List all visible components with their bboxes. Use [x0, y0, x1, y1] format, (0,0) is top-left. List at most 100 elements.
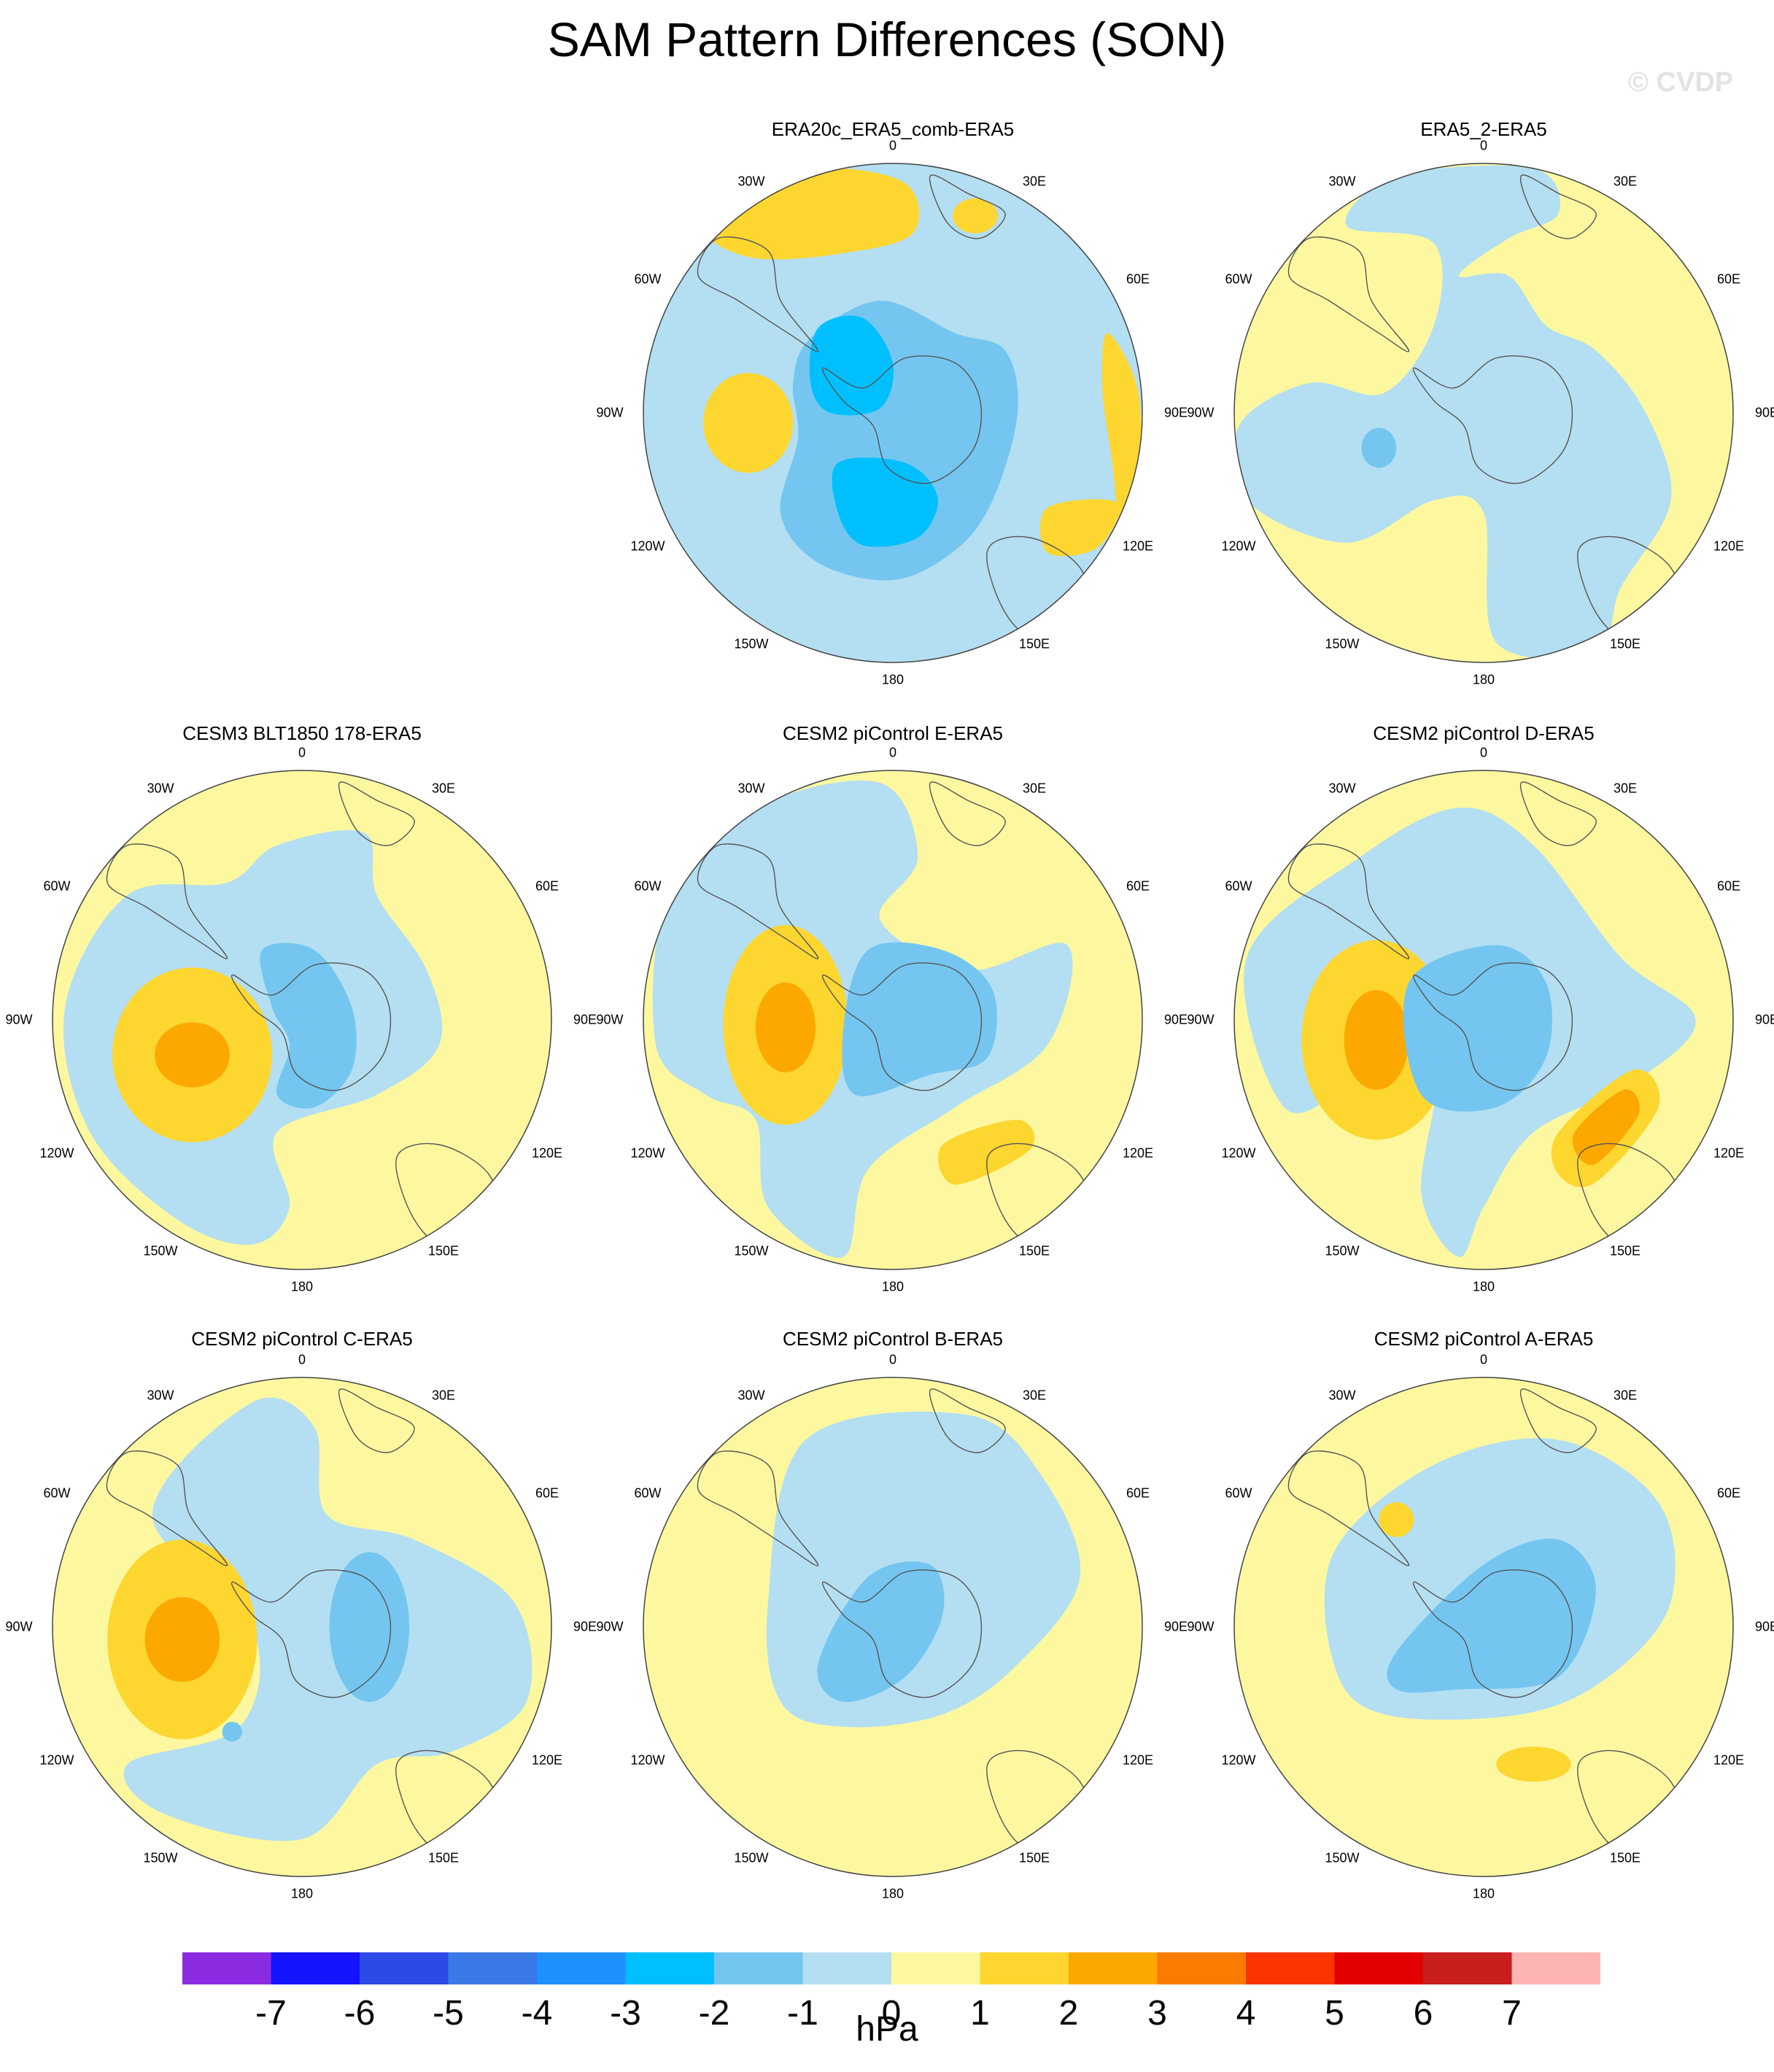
contour-region-5	[1496, 1747, 1571, 1782]
longitude-label: 150W	[734, 1850, 769, 1866]
figure-title: SAM Pattern Differences (SON)	[547, 12, 1227, 66]
colorbar-tick-label: 3	[1147, 1994, 1167, 2033]
longitude-label: 60E	[1716, 1485, 1740, 1501]
colorbar-swatch	[1157, 1952, 1246, 1984]
map-border-8	[1233, 1377, 1734, 1877]
longitude-label: 60W	[43, 1485, 71, 1501]
colorbar-tick-label: -6	[344, 1994, 376, 2033]
contour-region-5	[953, 198, 998, 233]
longitude-label: 0	[888, 138, 897, 153]
longitude-label: 120W	[630, 1752, 665, 1768]
south-america-coastline	[106, 1450, 228, 1566]
longitude-label: 150E	[427, 1850, 459, 1866]
colorbar-swatch	[448, 1952, 537, 1984]
longitude-label: 30E	[1613, 781, 1637, 796]
longitude-label: 90E	[573, 1619, 597, 1634]
longitude-label: 90W	[5, 1619, 33, 1634]
longitude-label: 60E	[1716, 271, 1740, 287]
longitude-label: 0	[1479, 1352, 1488, 1367]
colorbar-swatch	[182, 1952, 271, 1984]
longitude-label: 150W	[734, 636, 769, 652]
watermark-text: © CVDP	[1628, 67, 1734, 98]
longitude-label: 0	[1479, 138, 1488, 153]
longitude-label: 180	[290, 1886, 314, 1901]
longitude-label: 90E	[1754, 405, 1774, 420]
contour-region-7	[1403, 945, 1553, 1112]
longitude-label: 0	[888, 745, 897, 760]
panel-title: CESM3 BLT1850 178-ERA5	[182, 722, 422, 744]
antarctica-coastline	[821, 1569, 983, 1698]
colorbar-tick-label: 7	[1502, 1994, 1522, 2033]
map-panel-2	[1234, 163, 1733, 662]
contour-region-2	[123, 1397, 532, 1841]
contour-region-4	[755, 982, 816, 1072]
longitude-label: 0	[888, 1352, 897, 1367]
longitude-label: 90W	[596, 405, 624, 420]
contour-region-4	[1379, 1502, 1414, 1537]
longitude-label: 120E	[1122, 1145, 1153, 1161]
panel-title: CESM2 piControl A-ERA5	[1374, 1328, 1594, 1350]
antarctica-coastline	[1412, 355, 1573, 484]
colorbar-tick-label: -2	[698, 1994, 730, 2033]
longitude-label: 150E	[1018, 1850, 1050, 1866]
longitude-label: 30E	[1022, 781, 1046, 796]
longitude-label: 60E	[1716, 878, 1740, 894]
longitude-label: 60W	[43, 878, 71, 894]
panel-title: ERA20c_ERA5_comb-ERA5	[771, 118, 1015, 140]
longitude-label: 180	[881, 1279, 905, 1294]
antarctica-coastline	[821, 355, 983, 484]
colorbar-tick-label: -7	[255, 1994, 287, 2033]
longitude-label: 90E	[1163, 1619, 1188, 1634]
longitude-label: 90W	[1187, 1619, 1215, 1634]
colorbar-swatch	[1246, 1952, 1335, 1984]
africa-coastline	[338, 781, 415, 846]
longitude-label: 120E	[1122, 538, 1153, 554]
longitude-label: 30E	[1613, 1388, 1637, 1403]
map-border-5	[1233, 770, 1734, 1270]
longitude-label: 90W	[5, 1012, 33, 1027]
longitude-label: 0	[298, 1352, 306, 1367]
map-border-4	[643, 770, 1143, 1270]
south-america-coastline	[1287, 843, 1410, 959]
antarctica-coastline	[231, 962, 392, 1091]
contour-region-4	[1344, 989, 1409, 1090]
longitude-label: 30E	[431, 781, 455, 796]
longitude-label: 150W	[143, 1850, 178, 1866]
longitude-label: 120E	[531, 1752, 562, 1768]
colorbar-swatch	[625, 1952, 714, 1984]
colorbar-tick-label: 1	[970, 1994, 990, 2033]
antarctica-coastline	[1412, 1569, 1573, 1698]
longitude-label: 30E	[1022, 174, 1046, 189]
longitude-label: 120W	[630, 1145, 665, 1161]
longitude-label: 120W	[1221, 538, 1256, 554]
contour-region-9	[832, 457, 938, 547]
longitude-label: 90E	[1163, 1012, 1188, 1027]
longitude-label: 120W	[1221, 1145, 1256, 1161]
longitude-label: 60W	[634, 1485, 662, 1501]
longitude-label: 60W	[634, 878, 662, 894]
colorbar-swatch	[1423, 1952, 1512, 1984]
contour-region-3	[703, 373, 794, 473]
longitude-label: 120E	[1122, 1752, 1153, 1768]
panel-title: CESM2 piControl E-ERA5	[783, 722, 1003, 744]
longitude-label: 60E	[535, 1485, 559, 1501]
colorbar-swatch	[271, 1952, 360, 1984]
longitude-label: 180	[1472, 1279, 1495, 1294]
longitude-label: 60E	[1126, 1485, 1150, 1501]
longitude-label: 180	[1472, 1886, 1495, 1901]
longitude-label: 120E	[1713, 1145, 1744, 1161]
contour-region-3	[1361, 428, 1397, 468]
longitude-label: 150E	[427, 1243, 459, 1259]
longitude-label: 150E	[1018, 636, 1050, 652]
colorbar-swatch	[980, 1952, 1069, 1984]
longitude-label: 150W	[1325, 1243, 1360, 1259]
longitude-label: 90E	[1163, 405, 1188, 420]
longitude-label: 60W	[634, 271, 662, 287]
longitude-label: 120W	[1221, 1752, 1256, 1768]
longitude-label: 30W	[737, 174, 765, 189]
south-america-coastline	[697, 1450, 819, 1566]
contour-region-4	[155, 1022, 230, 1088]
longitude-label: 120E	[1713, 1752, 1744, 1768]
